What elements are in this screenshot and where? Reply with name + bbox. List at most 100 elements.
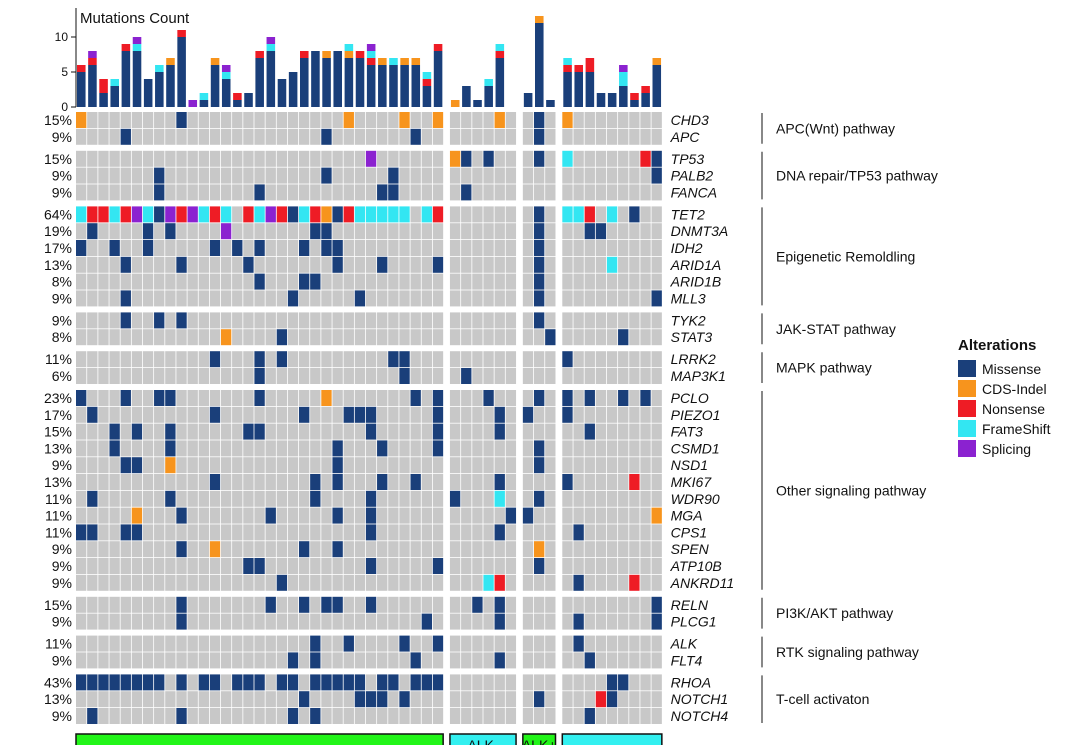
oncoprint-cell-empty — [176, 474, 187, 490]
oncoprint-cell-empty — [332, 368, 343, 384]
oncoprint-cell-empty — [534, 635, 545, 652]
oncoprint-cell-empty — [449, 474, 461, 490]
oncoprint-cell-empty — [254, 112, 265, 128]
mutation-count-bar-segment — [99, 79, 108, 93]
mutation-count-bar-segment — [344, 44, 354, 51]
oncoprint-cell-empty — [265, 312, 276, 329]
oncoprint-cell-empty — [187, 490, 198, 507]
oncoprint-cell-empty — [154, 596, 165, 613]
oncoprint-cell-empty — [618, 490, 629, 507]
oncoprint-cell-empty — [265, 423, 276, 440]
legend-label: FrameShift — [982, 421, 1051, 437]
gene-frequency-label: 9% — [52, 168, 72, 184]
oncoprint-cell-empty — [243, 708, 254, 724]
oncoprint-cell-empty — [399, 474, 410, 490]
oncoprint-cell-empty — [187, 312, 198, 329]
oncoprint-cell-empty — [232, 256, 243, 273]
oncoprint-cell-empty — [545, 440, 556, 457]
oncoprint-cell-mutation — [629, 206, 640, 223]
oncoprint-cell-empty — [545, 541, 556, 558]
oncoprint-cell-mutation — [421, 613, 432, 630]
oncoprint-cell-mutation — [618, 674, 629, 691]
oncoprint-cell-empty — [198, 490, 209, 507]
oncoprint-cell-empty — [432, 474, 444, 490]
oncoprint-cell-empty — [449, 524, 461, 541]
oncoprint-cell-empty — [142, 329, 154, 346]
oncoprint-cell-empty — [545, 574, 556, 591]
oncoprint-cell-empty — [562, 691, 573, 708]
oncoprint-cell-empty — [187, 167, 198, 184]
oncoprint-cell-empty — [165, 474, 176, 490]
oncoprint-cell-mutation — [299, 406, 310, 423]
oncoprint-cell-empty — [154, 128, 165, 145]
oncoprint-cell-empty — [410, 708, 421, 724]
oncoprint-cell-empty — [505, 558, 517, 574]
gene-frequency-label: 9% — [52, 575, 72, 591]
oncoprint-cell-empty — [522, 524, 534, 541]
oncoprint-cell-empty — [494, 440, 505, 457]
oncoprint-cell-empty — [299, 368, 310, 384]
oncoprint-cell-mutation — [76, 524, 87, 541]
oncoprint-cell-empty — [522, 635, 534, 652]
mutation-count-bar-segment — [630, 93, 639, 100]
gene-label: FANCA — [671, 184, 717, 200]
oncoprint-cell-empty — [483, 112, 494, 128]
oncoprint-cell-empty — [494, 273, 505, 290]
oncoprint-cell-empty — [365, 708, 377, 724]
oncoprint-cell-mutation — [276, 206, 288, 223]
oncoprint-cell-mutation — [154, 206, 165, 223]
oncoprint-cell-empty — [421, 290, 432, 307]
oncoprint-cell-empty — [365, 390, 377, 406]
oncoprint-cell-empty — [449, 457, 461, 474]
gene-label: RELN — [671, 597, 709, 613]
oncoprint-cell-empty — [483, 507, 494, 524]
gene-label: NOTCH4 — [671, 708, 729, 724]
oncoprint-cell-empty — [265, 457, 276, 474]
oncoprint-cell-empty — [545, 150, 556, 167]
oncoprint-cell-empty — [321, 613, 332, 630]
oncoprint-cell-empty — [584, 635, 595, 652]
oncoprint-cell-empty — [109, 273, 120, 290]
pathway-label: APC(Wnt) pathway — [776, 120, 895, 136]
oncoprint-cell-empty — [505, 613, 517, 630]
oncoprint-cell-empty — [505, 691, 517, 708]
gene-frequency-label: 9% — [52, 457, 72, 473]
oncoprint-cell-empty — [76, 652, 87, 669]
oncoprint-cell-empty — [131, 150, 143, 167]
oncoprint-cell-empty — [595, 256, 607, 273]
oncoprint-cell-empty — [483, 406, 494, 423]
mutation-count-bar-segment — [652, 58, 662, 65]
oncoprint-cell-empty — [494, 256, 505, 273]
oncoprint-cell-empty — [606, 423, 618, 440]
oncoprint-cell-empty — [131, 613, 143, 630]
oncoprint-cell-empty — [505, 290, 517, 307]
oncoprint-cell-empty — [276, 290, 288, 307]
oncoprint-cell-empty — [220, 541, 232, 558]
mutation-count-bar-segment — [221, 72, 231, 79]
oncoprint-cell-empty — [399, 406, 410, 423]
oncoprint-cell-empty — [399, 312, 410, 329]
oncoprint-cell-empty — [176, 128, 187, 145]
oncoprint-cell-empty — [276, 240, 288, 256]
oncoprint-cell-mutation — [618, 390, 629, 406]
oncoprint-cell-mutation — [154, 184, 165, 201]
oncoprint-cell-empty — [243, 691, 254, 708]
oncoprint-cell-empty — [562, 128, 573, 145]
oncoprint-cell-mutation — [388, 351, 399, 368]
oncoprint-cell-empty — [187, 574, 198, 591]
oncoprint-cell-empty — [76, 184, 87, 201]
oncoprint-cell-empty — [243, 490, 254, 507]
oncoprint-cell-empty — [651, 524, 662, 541]
oncoprint-cell-mutation — [243, 558, 254, 574]
oncoprint-cell-empty — [187, 406, 198, 423]
oncoprint-cell-empty — [432, 223, 444, 240]
oncoprint-cell-mutation — [377, 440, 388, 457]
oncoprint-cell-empty — [220, 524, 232, 541]
oncoprint-cell-empty — [98, 652, 109, 669]
oncoprint-cell-empty — [640, 490, 651, 507]
oncoprint-cell-mutation — [365, 691, 377, 708]
oncoprint-cell-mutation — [299, 541, 310, 558]
oncoprint-cell-empty — [354, 240, 366, 256]
oncoprint-cell-empty — [410, 351, 421, 368]
oncoprint-cell-mutation — [365, 558, 377, 574]
